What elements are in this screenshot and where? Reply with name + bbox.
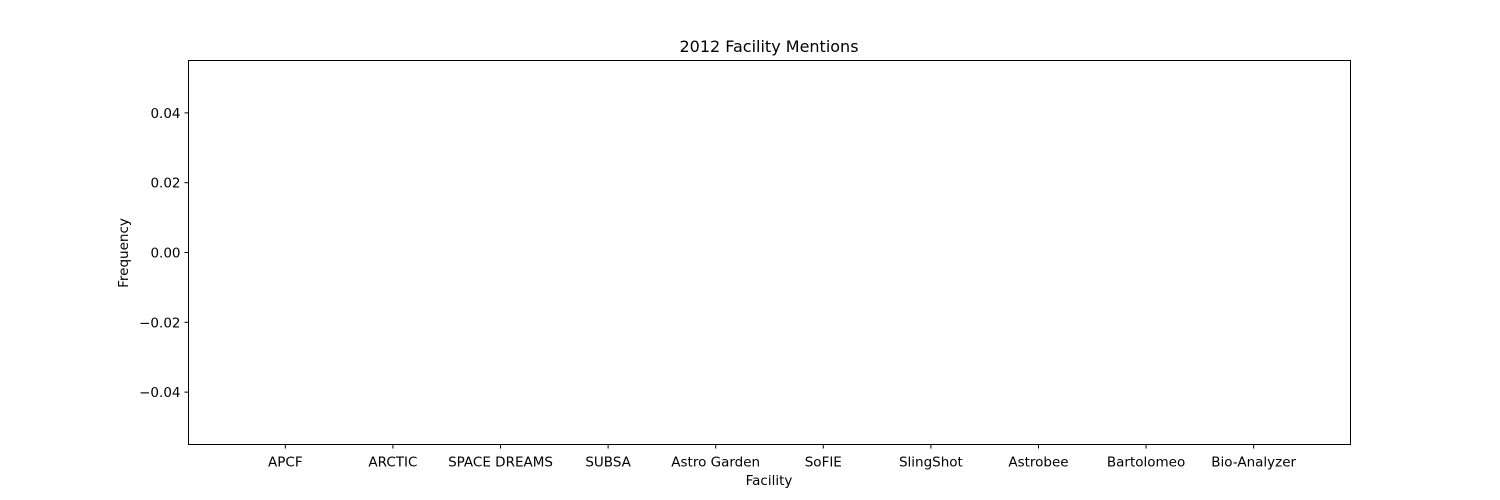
y-tick-label: 0.02 xyxy=(150,176,180,192)
y-tick-label: −0.02 xyxy=(139,315,180,331)
y-axis-ticks: −0.04 −0.02 0.00 0.02 0.04 xyxy=(139,106,189,401)
x-tick-label: SUBSA xyxy=(585,455,631,471)
x-tick-label: Astro Garden xyxy=(671,455,760,471)
x-tick-label: Astrobee xyxy=(1008,455,1068,471)
y-axis-label: Frequency xyxy=(116,218,132,288)
y-tick-label: −0.04 xyxy=(139,385,180,401)
x-tick-label: SPACE DREAMS xyxy=(448,455,553,471)
y-tick-label: 0.00 xyxy=(150,246,180,262)
chart-title: 2012 Facility Mentions xyxy=(679,37,858,56)
x-tick-label: SlingShot xyxy=(899,455,963,471)
x-tick-label: Bio-Analyzer xyxy=(1211,455,1296,471)
x-axis-label: Facility xyxy=(746,473,793,489)
plot-area xyxy=(188,60,1351,445)
x-tick-label: SoFIE xyxy=(805,455,842,471)
x-tick-label: APCF xyxy=(268,455,303,471)
x-tick-label: ARCTIC xyxy=(368,455,417,471)
x-axis-ticks: APCF ARCTIC SPACE DREAMS SUBSA Astro Garden S… xyxy=(268,444,1297,471)
y-tick-label: 0.04 xyxy=(150,106,180,122)
x-tick-label: Bartolomeo xyxy=(1107,455,1185,471)
